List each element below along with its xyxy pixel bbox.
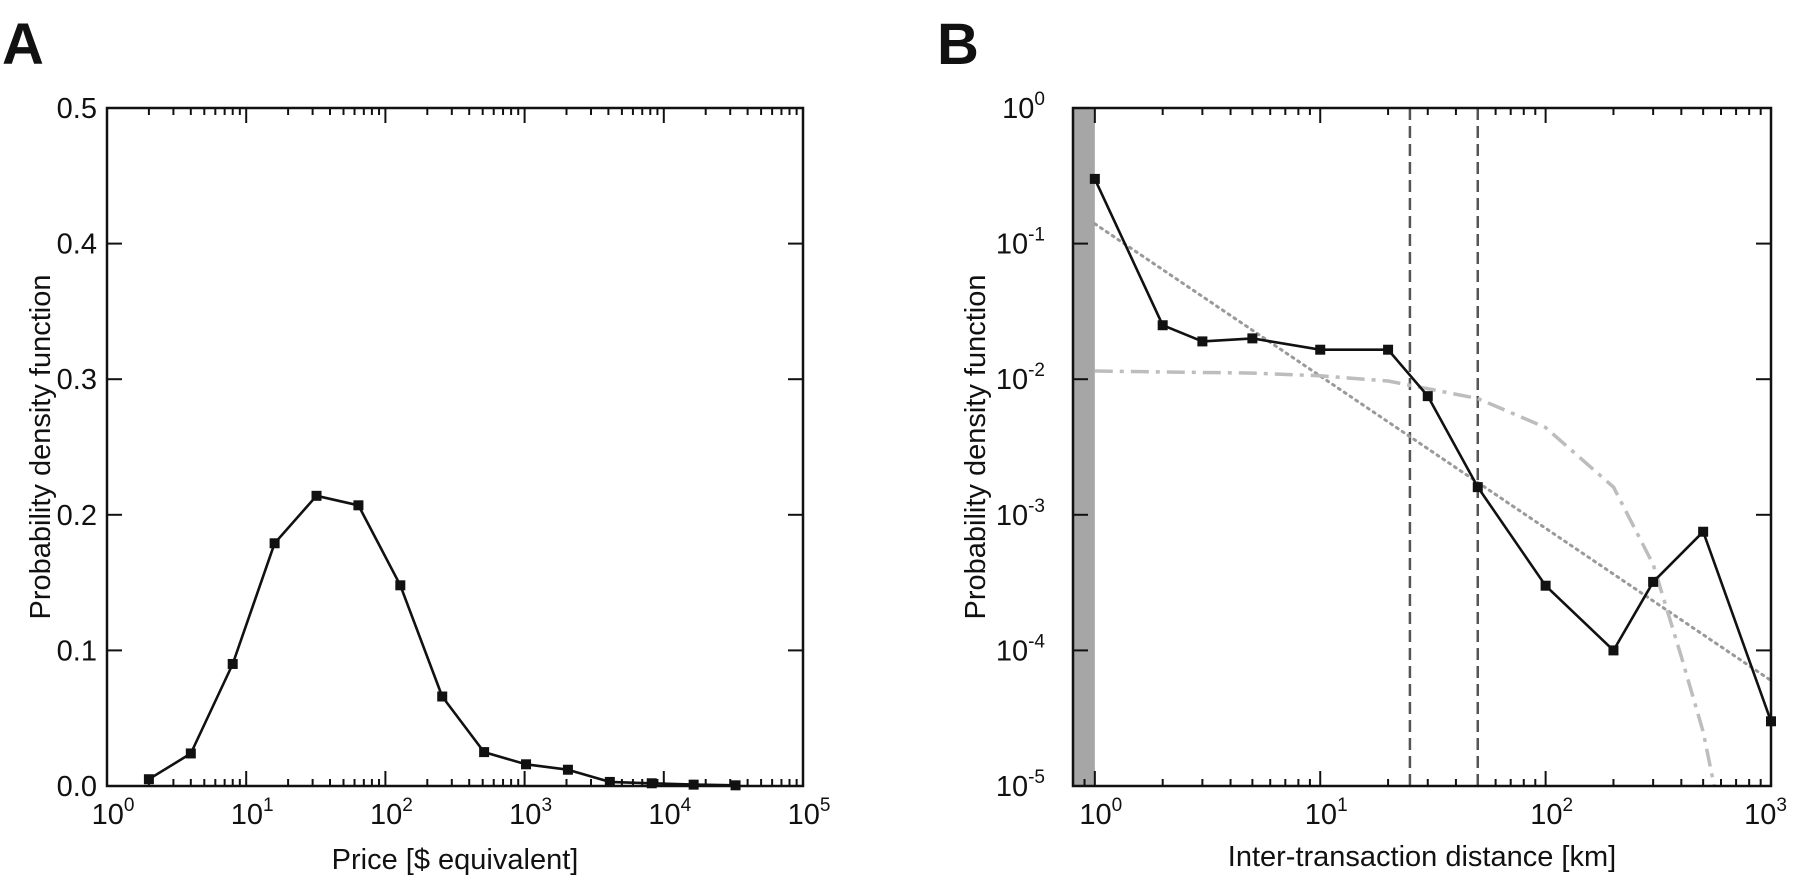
x-tick-label: 102	[1530, 795, 1573, 831]
data-point	[1157, 320, 1168, 331]
x-tick-label: 102	[370, 795, 413, 831]
y-tick-label: 100	[1002, 89, 1045, 125]
data-point	[521, 759, 532, 770]
x-tick-label: 101	[1305, 795, 1348, 831]
x-tick-label: 104	[648, 795, 691, 831]
y-tick-label: 10-4	[996, 631, 1046, 667]
data-point	[1383, 344, 1394, 355]
y-tick-label: 10-5	[996, 767, 1045, 803]
data-point	[688, 779, 699, 790]
data-point	[353, 500, 364, 511]
price-distribution-line	[148, 494, 736, 787]
data-point	[227, 658, 238, 669]
x-tick-label: 103	[1744, 795, 1787, 831]
data-point	[1698, 526, 1709, 537]
data-point	[1089, 173, 1100, 184]
y-tick-label: 0.1	[57, 635, 97, 667]
dotted-fit-line	[1093, 222, 1773, 682]
x-tick-label: 100	[1079, 795, 1122, 831]
plot-frame	[1071, 106, 1773, 788]
y-tick-label: 0.2	[57, 500, 97, 532]
data-point	[1247, 333, 1258, 344]
y-axis-title: Probability density function	[25, 275, 57, 620]
x-tick-label: 101	[231, 795, 274, 831]
data-point	[646, 778, 657, 789]
x-tick-label: 103	[509, 795, 552, 831]
data-point	[562, 764, 573, 775]
dash-dot-fit-line	[1094, 369, 1716, 787]
y-axis-title: Probability density function	[960, 275, 992, 620]
shaded-region	[1073, 108, 1095, 786]
plot-frame	[105, 106, 805, 788]
data-point	[437, 691, 448, 702]
y-tick-label: 10-3	[996, 496, 1045, 532]
x-axis-title: Price [$ equivalent]	[332, 844, 579, 876]
data-point	[143, 774, 154, 785]
x-tick-label: 100	[92, 795, 135, 831]
data-point	[604, 776, 615, 787]
data-point	[1472, 482, 1483, 493]
data-point	[185, 748, 196, 759]
data-point	[1540, 580, 1551, 591]
data-point	[1197, 336, 1208, 347]
data-point	[1422, 391, 1433, 402]
y-tick-label: 0.3	[57, 364, 97, 396]
y-tick-label: 10-2	[996, 360, 1045, 396]
data-point	[1608, 645, 1619, 656]
panel-letter-a: A	[2, 12, 44, 77]
y-tick-label: 0.5	[57, 93, 97, 125]
chart-a: 100 101 102 103 104 105 0.0 0.1 0.2 0.3 0.4 0.5 Pric…	[25, 93, 830, 876]
y-tick-label: 10-1	[996, 225, 1045, 261]
x-tick-label: 105	[788, 795, 831, 831]
data-point	[395, 580, 406, 591]
x-axis-title: Inter-transaction distance [km]	[1228, 841, 1616, 873]
data-point	[479, 747, 490, 758]
panel-letter-b: B	[937, 12, 979, 77]
data-point	[1648, 576, 1659, 587]
distance-distribution-line	[1093, 178, 1773, 722]
data-point	[311, 490, 322, 501]
y-tick-label: 0.4	[57, 229, 97, 261]
data-point	[269, 538, 280, 549]
y-tick-label: 0.0	[57, 771, 97, 803]
data-point	[1315, 344, 1326, 355]
chart-b: 100 101 102 103 10-5 10-4 10-3 10-2 10-1 100 Inter…	[960, 89, 1787, 873]
